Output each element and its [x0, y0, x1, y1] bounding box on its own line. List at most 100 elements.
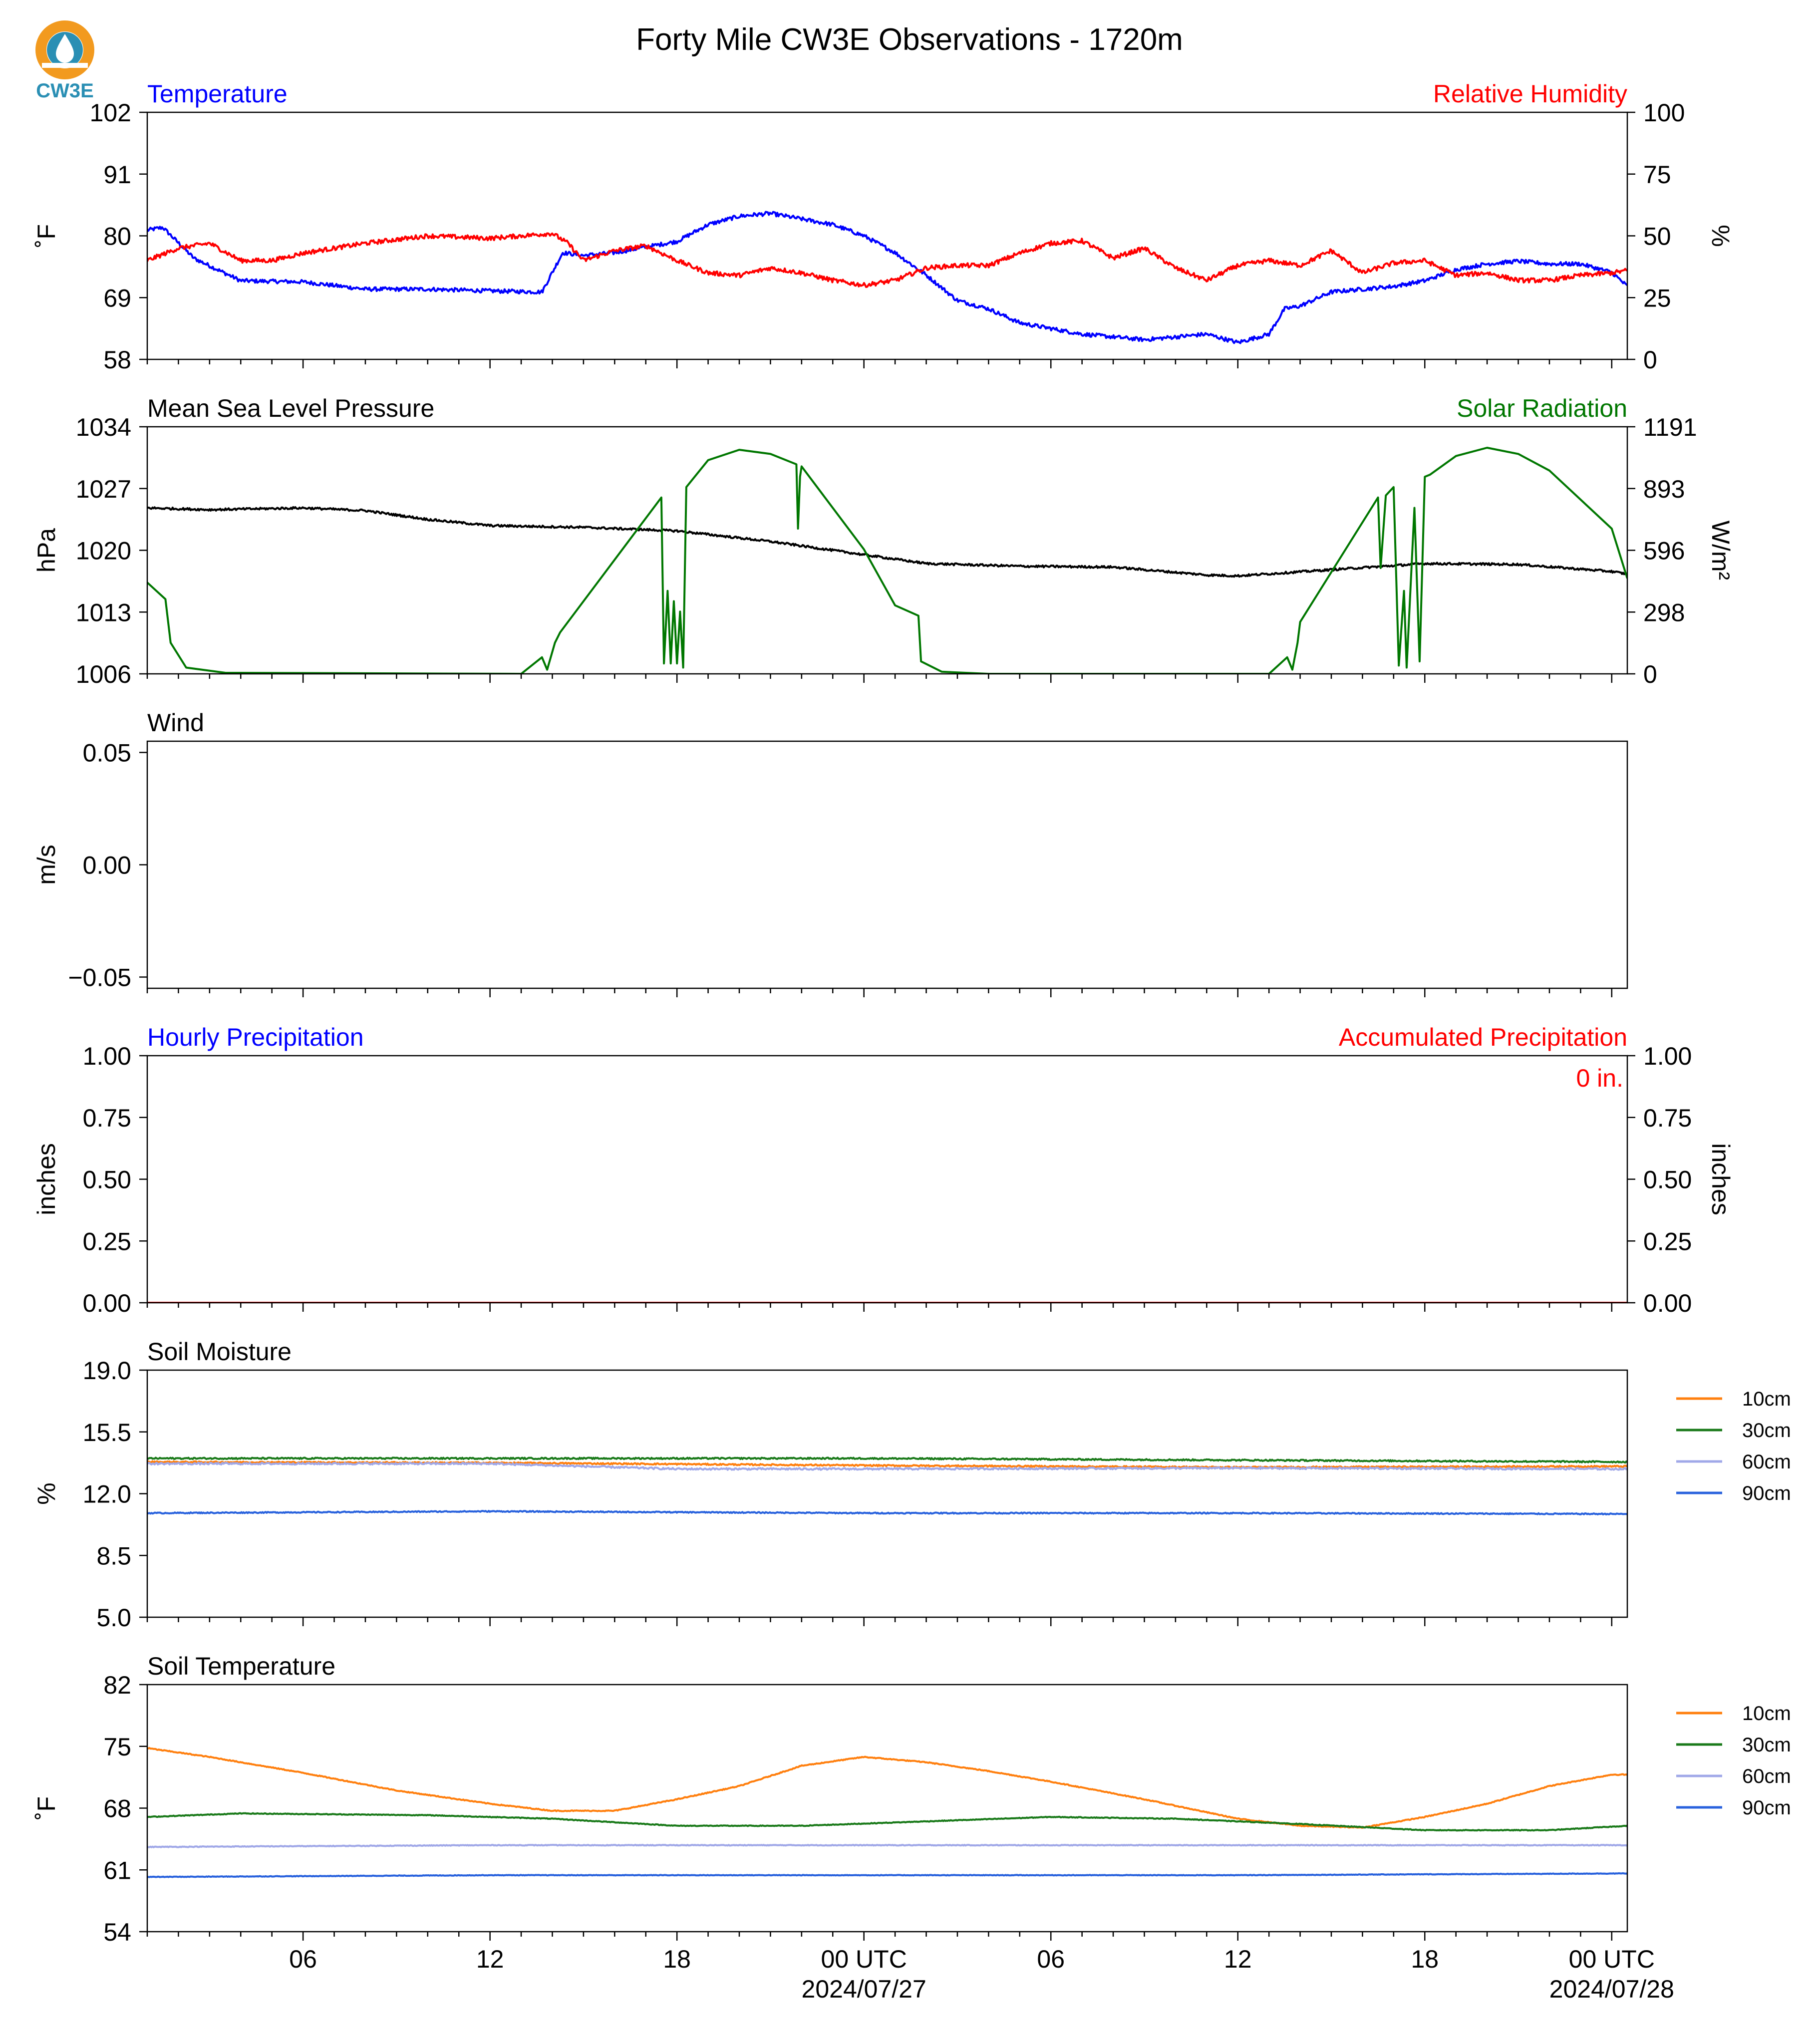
y-axis-label: ˚F	[32, 1796, 60, 1820]
y-tick-label: 91	[103, 161, 131, 189]
chart-title: Forty Mile CW3E Observations - 1720m	[636, 22, 1183, 57]
panel-title-left: Wind	[147, 709, 204, 737]
y-tick-label: 68	[103, 1795, 131, 1823]
y-tick-label: 0.00	[83, 852, 131, 879]
y2-axis-label: inches	[1707, 1143, 1735, 1215]
series-line-60cm	[147, 1461, 1627, 1471]
y2-tick-label: 596	[1643, 537, 1685, 565]
series-line-30cm	[147, 1812, 1627, 1832]
x-tick-label: 12	[476, 1945, 504, 1973]
y-tick-label: 0.50	[83, 1166, 131, 1194]
y-tick-label: 12.0	[83, 1480, 131, 1508]
y-tick-label: 58	[103, 346, 131, 374]
panel-title-right: Accumulated Precipitation	[1339, 1023, 1627, 1051]
y2-tick-label: 1.00	[1643, 1042, 1692, 1070]
series-line-60cm	[147, 1844, 1627, 1848]
y-tick-label: −0.05	[68, 964, 131, 992]
y-tick-label: 0.00	[83, 1289, 131, 1317]
y-tick-label: 75	[103, 1733, 131, 1761]
y2-axis-label: W/m²	[1707, 521, 1735, 580]
panel-title-left: Temperature	[147, 80, 288, 108]
y-tick-label: 5.0	[96, 1604, 131, 1632]
series-line-10cm	[147, 1460, 1627, 1469]
panel-title-right: Relative Humidity	[1433, 80, 1627, 108]
y-axis-label: %	[32, 1482, 60, 1504]
x-tick-label: 18	[663, 1945, 691, 1973]
legend: 10cm 30cm 60cm 90cm	[1676, 1388, 1791, 1504]
y-axis-label: inches	[32, 1143, 60, 1215]
y-tick-label: 1027	[76, 475, 131, 503]
cw3e-logo: CW3E	[35, 20, 94, 102]
panel-title-right: Solar Radiation	[1457, 394, 1627, 422]
series-line-temperature	[147, 211, 1627, 344]
panel-4: Hourly Precipitation Accumulated Precipit…	[32, 1023, 1735, 1317]
y2-tick-label: 0.75	[1643, 1104, 1692, 1132]
y-tick-label: 1034	[76, 413, 131, 441]
series-group	[147, 1747, 1627, 1878]
logo-wave	[42, 63, 88, 68]
x-tick-label: 06	[289, 1945, 317, 1973]
y-tick-label: 8.5	[96, 1542, 131, 1570]
y-axis-label: hPa	[32, 528, 60, 573]
legend-label: 10cm	[1742, 1388, 1791, 1410]
y-tick-label: 1.00	[83, 1042, 131, 1070]
legend: 10cm 30cm 60cm 90cm	[1676, 1703, 1791, 1819]
series-group	[147, 447, 1627, 674]
series-line-10cm	[147, 1747, 1627, 1829]
panel-title-left: Mean Sea Level Pressure	[147, 394, 434, 422]
y-tick-label: 15.5	[83, 1419, 131, 1447]
y-axis-label: ˚F	[32, 224, 60, 248]
y2-tick-label: 0.50	[1643, 1166, 1692, 1194]
y-tick-label: 0.05	[83, 739, 131, 767]
droplet-icon	[56, 34, 74, 63]
panel-title-left: Soil Moisture	[147, 1338, 292, 1366]
series-group	[147, 1456, 1627, 1516]
legend-label: 90cm	[1742, 1482, 1791, 1504]
y-tick-label: 19.0	[83, 1357, 131, 1385]
legend-label: 30cm	[1742, 1734, 1791, 1756]
panel-2: Mean Sea Level Pressure Solar Radiation 10…	[32, 394, 1735, 688]
legend-label: 10cm	[1742, 1703, 1791, 1725]
legend-label: 60cm	[1742, 1451, 1791, 1473]
y2-axis-label: %	[1707, 225, 1735, 247]
panels: Temperature Relative Humidity 58 69 80 91 1020…	[32, 80, 1791, 2003]
series-line-90cm	[147, 1510, 1627, 1516]
y-tick-label: 80	[103, 223, 131, 251]
y-axis-label: m/s	[32, 845, 60, 885]
legend-label: 30cm	[1742, 1420, 1791, 1442]
y-tick-label: 1006	[76, 660, 131, 688]
x-tick-label: 06	[1037, 1945, 1065, 1973]
series-line-relative-humidity	[147, 232, 1627, 289]
x-tick-label: 12	[1224, 1945, 1252, 1973]
x-tick-label: 18	[1411, 1945, 1439, 1973]
y-tick-label: 1013	[76, 598, 131, 626]
series-group	[147, 211, 1627, 344]
panel-3: Wind −0.05 0.00 0.05 m/s	[32, 709, 1628, 997]
y-tick-label: 1020	[76, 537, 131, 565]
y2-tick-label: 25	[1643, 284, 1671, 312]
y2-tick-label: 75	[1643, 161, 1671, 189]
y2-tick-label: 0.25	[1643, 1227, 1692, 1255]
y2-tick-label: 298	[1643, 598, 1685, 626]
y2-tick-label: 0	[1643, 346, 1657, 374]
series-line-30cm	[147, 1456, 1627, 1464]
y2-tick-label: 100	[1643, 99, 1685, 127]
logo-text: CW3E	[36, 80, 94, 102]
x-tick-label: 00 UTC	[1569, 1945, 1655, 1973]
y2-tick-label: 0	[1643, 660, 1657, 688]
panel-5: Soil Moisture 5.0 8.5 12.0 15.5 19.0% 10cm 30cm…	[32, 1338, 1791, 1632]
y-tick-label: 0.75	[83, 1104, 131, 1132]
x-tick-label: 2024/07/27	[802, 1975, 926, 2003]
legend-label: 90cm	[1742, 1797, 1791, 1819]
y-tick-label: 69	[103, 284, 131, 312]
y-tick-label: 82	[103, 1671, 131, 1699]
panel-1: Temperature Relative Humidity 58 69 80 91 102 0…	[32, 80, 1735, 374]
x-tick-label: 00 UTC	[821, 1945, 907, 1973]
series-line-solar-radiation	[147, 447, 1627, 674]
panel-title-left: Hourly Precipitation	[147, 1023, 364, 1051]
y2-tick-label: 50	[1643, 223, 1671, 251]
logo-ring	[35, 20, 94, 79]
y2-tick-label: 0.00	[1643, 1289, 1692, 1317]
panel-6: Soil Temperature 54 61 68 75 82 ˚F 06 12 18 00 UTC…	[32, 1652, 1791, 2003]
